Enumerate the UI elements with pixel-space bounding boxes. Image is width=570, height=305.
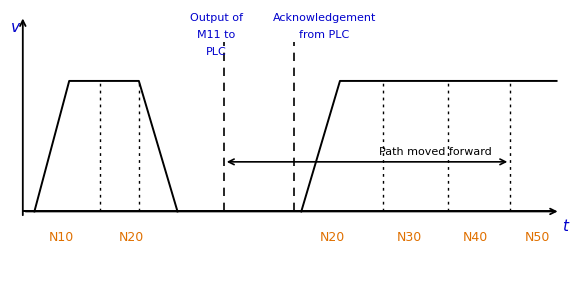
Text: N20: N20 (320, 231, 345, 244)
Text: N10: N10 (49, 231, 74, 244)
Text: Acknowledgement: Acknowledgement (273, 13, 376, 23)
Text: M11 to: M11 to (197, 30, 235, 40)
Text: N50: N50 (524, 231, 550, 244)
Text: Path moved forward: Path moved forward (378, 147, 491, 157)
Text: N30: N30 (397, 231, 422, 244)
Text: N20: N20 (119, 231, 144, 244)
Text: from PLC: from PLC (299, 30, 349, 40)
Text: t: t (563, 219, 568, 234)
Text: N40: N40 (463, 231, 488, 244)
Text: PLC: PLC (206, 47, 226, 57)
Text: v: v (11, 20, 19, 34)
Text: Output of: Output of (190, 13, 243, 23)
